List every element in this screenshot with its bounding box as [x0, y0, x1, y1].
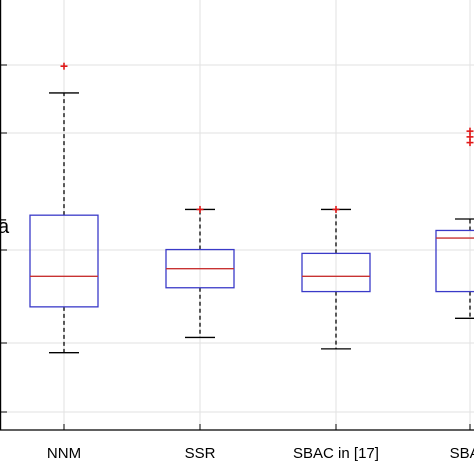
x-tick-label: NNM: [47, 445, 81, 462]
x-tick-label: SBAC: [450, 445, 474, 462]
y-axis-label-fragment: ā: [0, 216, 10, 238]
box-group-ssr: [165, 205, 235, 339]
box-group-sbac: [435, 127, 474, 319]
x-tick-labels: NNM SSR SBAC in [17] SBAC: [47, 445, 474, 462]
outlier-marker: [196, 205, 204, 213]
x-tick-label: SBAC in [17]: [293, 445, 379, 462]
interquartile-box: [435, 229, 474, 293]
outlier-marker: [60, 62, 68, 70]
box-series: [29, 62, 474, 354]
interquartile-box: [301, 252, 371, 293]
box-group-sbac-in-17-: [301, 205, 371, 350]
x-tick-label: SSR: [185, 445, 216, 462]
outlier-marker: [332, 205, 340, 213]
axis-ticks: [0, 64, 471, 430]
outlier-marker: [466, 139, 474, 147]
interquartile-box: [29, 214, 99, 308]
box-group-nnm: [29, 62, 99, 354]
